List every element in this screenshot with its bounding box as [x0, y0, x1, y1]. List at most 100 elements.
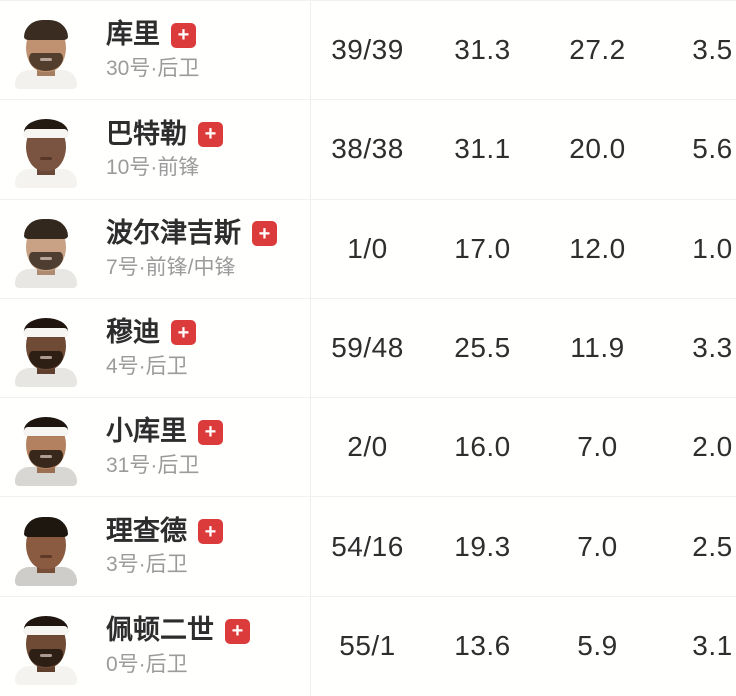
avatar-mouth: [40, 256, 52, 260]
avatar-beard: [29, 350, 63, 369]
player-name: 波尔津吉斯: [106, 217, 241, 248]
avatar-beard: [29, 53, 63, 72]
player-info: 波尔津吉斯 + 7号·前锋/中锋: [106, 217, 277, 279]
stat-cell: 3.3: [692, 331, 733, 363]
player-number-position: 30号·后卫: [106, 56, 200, 80]
avatar-headband: [24, 327, 68, 337]
stat-cell: 2.5: [692, 530, 733, 562]
stat-cell: 31.1: [454, 133, 511, 165]
avatar-beard: [29, 251, 63, 270]
stat-cell: 11.9: [570, 331, 625, 363]
stat-cell: 7.0: [577, 530, 618, 562]
player-name: 巴特勒: [106, 118, 187, 149]
avatar-headband: [24, 129, 68, 139]
player-number-position: 3号·后卫: [106, 553, 188, 577]
player-cell: 小库里 + 31号·后卫: [0, 408, 310, 487]
stat-cell: 12.0: [569, 232, 626, 264]
stat-cell: 2.0: [692, 431, 733, 463]
avatar-mouth: [40, 554, 52, 558]
stat-cell: 1/0: [347, 232, 388, 264]
add-player-button[interactable]: +: [171, 22, 196, 48]
stat-cell: 2/0: [347, 431, 388, 463]
stat-cell: 3.1: [692, 630, 733, 662]
player-info: 理查德 + 3号·后卫: [106, 516, 223, 577]
stat-cell: 54/16: [331, 530, 404, 562]
avatar-beard: [29, 649, 63, 668]
player-cell: 穆迪 + 4号·后卫: [0, 309, 310, 387]
avatar-hair: [24, 516, 68, 537]
stat-cell: 27.2: [569, 34, 626, 66]
avatar-shoulders: [15, 169, 77, 189]
stat-cell: 38/38: [331, 133, 404, 165]
avatar-hair: [24, 317, 68, 331]
stat-cell: 25.5: [454, 331, 511, 363]
add-player-button[interactable]: +: [198, 419, 223, 445]
player-info: 小库里 + 31号·后卫: [106, 417, 223, 477]
add-player-button[interactable]: +: [225, 618, 250, 644]
stat-cell: 19.3: [454, 530, 511, 562]
stats-row: 59/48 25.5 11.9 3.3: [310, 332, 736, 364]
stat-cell: 31.3: [454, 34, 511, 66]
stats-row: 38/38 31.1 20.0 5.6: [310, 133, 736, 165]
player-info: 穆迪 + 4号·后卫: [106, 317, 196, 378]
avatar-shoulders: [15, 467, 77, 487]
player-photo: [14, 613, 78, 686]
stat-cell: 17.0: [454, 232, 511, 264]
stat-cell: 7.0: [577, 431, 618, 463]
player-photo: [14, 514, 78, 586]
player-row[interactable]: 佩顿二世 + 0号·后卫 55/1 13.6 5.9 3.1: [0, 597, 736, 696]
stat-cell: 59/48: [331, 331, 404, 363]
avatar-mouth: [40, 654, 52, 658]
stat-cell: 5.9: [577, 630, 618, 662]
player-row[interactable]: 库里 + 30号·后卫 39/39 31.3 27.2 3.5: [0, 1, 736, 101]
avatar-shoulders: [15, 268, 77, 288]
stat-cell: 39/39: [331, 34, 404, 66]
player-row[interactable]: 波尔津吉斯 + 7号·前锋/中锋 1/0 17.0 12.0 1.0: [0, 200, 736, 299]
avatar-mouth: [40, 157, 52, 161]
player-photo: [14, 17, 78, 90]
avatar-headband: [24, 626, 68, 636]
avatar-hair: [24, 218, 68, 239]
stats-row: 1/0 17.0 12.0 1.0: [310, 233, 736, 265]
avatar-beard: [29, 450, 63, 469]
stats-row: 2/0 16.0 7.0 2.0: [310, 431, 736, 463]
player-row[interactable]: 巴特勒 + 10号·前锋 38/38 31.1 20.0 5.6: [0, 100, 736, 200]
stat-cell: 20.0: [569, 133, 626, 165]
player-cell: 巴特勒 + 10号·前锋: [0, 110, 310, 189]
avatar-mouth: [40, 455, 52, 459]
player-name: 穆迪: [106, 317, 160, 348]
player-name: 小库里: [106, 416, 187, 447]
avatar-mouth: [40, 355, 52, 359]
add-player-button[interactable]: +: [252, 221, 277, 247]
add-player-button[interactable]: +: [198, 121, 223, 147]
player-number-position: 10号·前锋: [106, 156, 200, 180]
avatar-mouth: [40, 58, 52, 62]
add-player-button[interactable]: +: [171, 320, 196, 346]
stat-cell: 16.0: [454, 431, 511, 463]
avatar-shoulders: [15, 70, 77, 90]
player-photo: [14, 414, 78, 487]
stat-cell: 13.6: [454, 630, 511, 662]
player-info: 库里 + 30号·后卫: [106, 20, 199, 80]
stat-cell: 5.6: [692, 133, 733, 165]
player-number-position: 31号·后卫: [106, 454, 200, 478]
player-photo: [14, 116, 78, 189]
player-number-position: 4号·后卫: [106, 354, 188, 378]
stats-row: 54/16 19.3 7.0 2.5: [310, 531, 736, 563]
avatar-headband: [24, 427, 68, 437]
stat-cell: 3.5: [692, 34, 733, 66]
player-row[interactable]: 穆迪 + 4号·后卫 59/48 25.5 11.9 3.3: [0, 299, 736, 399]
player-info: 佩顿二世 + 0号·后卫: [106, 616, 250, 676]
player-photo: [14, 315, 78, 387]
player-row[interactable]: 小库里 + 31号·后卫 2/0 16.0 7.0 2.0: [0, 398, 736, 498]
avatar-hair: [24, 616, 68, 630]
player-cell: 库里 + 30号·后卫: [0, 11, 310, 90]
player-cell: 理查德 + 3号·后卫: [0, 508, 310, 586]
player-row[interactable]: 理查德 + 3号·后卫 54/16 19.3 7.0 2.5: [0, 497, 736, 597]
player-name: 库里: [106, 19, 160, 50]
stat-cell: 1.0: [692, 232, 733, 264]
avatar-shoulders: [15, 566, 77, 586]
player-photo: [14, 216, 78, 288]
add-player-button[interactable]: +: [198, 519, 223, 544]
